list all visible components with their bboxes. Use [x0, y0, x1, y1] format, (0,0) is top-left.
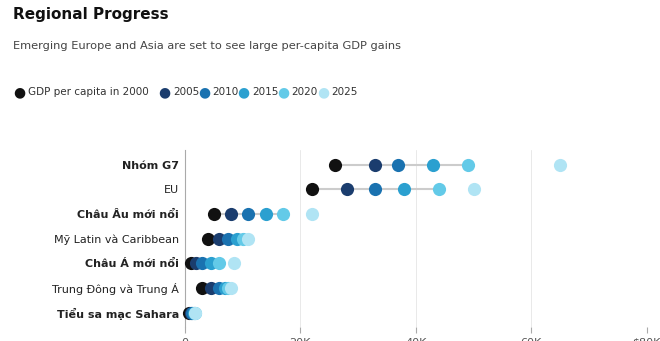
Text: ●: ● — [198, 85, 210, 99]
Point — [197, 285, 207, 291]
Point — [278, 211, 288, 217]
Point — [341, 187, 352, 192]
Point — [260, 211, 271, 217]
Point — [232, 236, 242, 241]
Point — [223, 236, 234, 241]
Point — [226, 285, 236, 291]
Point — [191, 261, 202, 266]
Point — [205, 261, 216, 266]
Point — [214, 261, 224, 266]
Point — [306, 187, 317, 192]
Point — [185, 261, 196, 266]
Text: 2005: 2005 — [173, 87, 199, 97]
Point — [189, 310, 200, 315]
Point — [214, 236, 224, 241]
Point — [428, 162, 438, 167]
Point — [220, 285, 230, 291]
Point — [370, 162, 381, 167]
Point — [223, 285, 234, 291]
Text: 2015: 2015 — [252, 87, 279, 97]
Point — [238, 236, 248, 241]
Text: ●: ● — [317, 85, 329, 99]
Point — [330, 162, 341, 167]
Point — [434, 187, 444, 192]
Point — [214, 285, 224, 291]
Point — [243, 211, 253, 217]
Point — [189, 310, 199, 315]
Point — [463, 162, 473, 167]
Point — [184, 310, 195, 315]
Text: 2010: 2010 — [213, 87, 239, 97]
Point — [209, 211, 219, 217]
Point — [306, 211, 317, 217]
Point — [243, 236, 253, 241]
Point — [399, 187, 409, 192]
Point — [187, 310, 197, 315]
Text: 2020: 2020 — [292, 87, 318, 97]
Text: Emerging Europe and Asia are set to see large per-capita GDP gains: Emerging Europe and Asia are set to see … — [13, 41, 401, 51]
Point — [197, 261, 207, 266]
Text: GDP per capita in 2000: GDP per capita in 2000 — [28, 87, 148, 97]
Point — [555, 162, 566, 167]
Point — [203, 236, 213, 241]
Text: ●: ● — [277, 85, 289, 99]
Point — [185, 310, 196, 315]
Point — [370, 187, 381, 192]
Text: Regional Progress: Regional Progress — [13, 7, 169, 22]
Text: ●: ● — [13, 85, 25, 99]
Point — [190, 310, 201, 315]
Point — [228, 261, 239, 266]
Text: ●: ● — [158, 85, 170, 99]
Point — [393, 162, 404, 167]
Text: ●: ● — [238, 85, 249, 99]
Text: 2025: 2025 — [331, 87, 358, 97]
Point — [226, 211, 236, 217]
Point — [205, 285, 216, 291]
Point — [469, 187, 479, 192]
